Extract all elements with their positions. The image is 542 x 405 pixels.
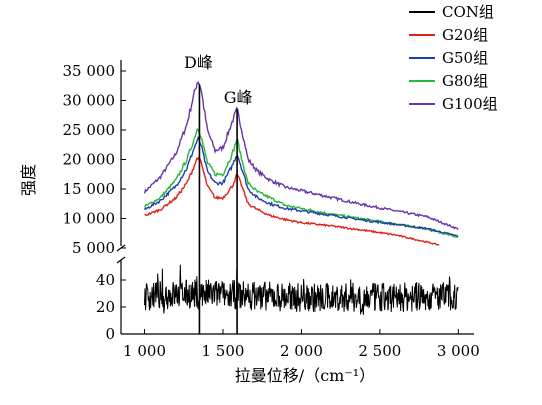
axis-break-mark <box>116 256 126 264</box>
series-line-g80 <box>143 128 459 238</box>
y-tick-label: 25 000 <box>63 121 116 139</box>
y-axis-title: 强度 <box>19 164 38 196</box>
y-tick-label: 40 <box>96 271 115 289</box>
legend-label: G50组 <box>442 49 488 67</box>
y-tick-label: 10 000 <box>63 210 116 228</box>
legend-label: G20组 <box>442 26 488 44</box>
series-line-g50 <box>143 135 459 238</box>
peak-label-g: G峰 <box>224 88 253 107</box>
legend-label: G100组 <box>442 95 498 113</box>
y-tick-label: 35 000 <box>63 62 116 80</box>
y-tick-label: 20 <box>96 298 115 316</box>
series-line-g100 <box>143 81 459 230</box>
x-tick-label: 3 000 <box>437 342 480 360</box>
y-tick-label: 0 <box>105 325 115 343</box>
y-tick-label: 30 000 <box>63 92 116 110</box>
y-tick-label: 5 000 <box>72 239 115 257</box>
legend: CON组 G20组 G50组 G80组 G100组 <box>409 3 498 113</box>
x-tick-label: 1 500 <box>202 342 245 360</box>
series-line-con <box>144 264 459 315</box>
legend-label: G80组 <box>442 72 488 90</box>
series-layer <box>143 81 459 315</box>
axes: 5 000 10 000 15 000 20 000 25 000 30 000 35 00… <box>63 60 480 360</box>
x-tick-label: 1 000 <box>123 342 166 360</box>
series-line-g20 <box>144 155 440 246</box>
y-tick-label: 15 000 <box>63 180 116 198</box>
legend-label: CON组 <box>442 3 494 21</box>
x-tick-label: 2 500 <box>358 342 401 360</box>
x-axis-title: 拉曼位移/（cm⁻¹） <box>235 366 375 385</box>
x-tick-label: 2 000 <box>280 342 323 360</box>
peak-markers: D峰 G峰 <box>184 53 252 334</box>
peak-label-d: D峰 <box>184 53 213 72</box>
y-tick-label: 20 000 <box>63 151 116 169</box>
